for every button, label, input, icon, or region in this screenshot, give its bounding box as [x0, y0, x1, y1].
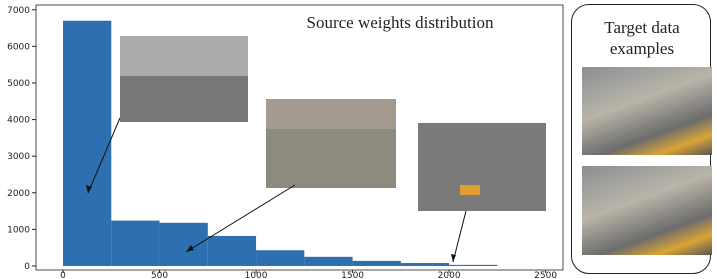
annotation: Source weights distribution — [307, 13, 494, 32]
y-tick-label: 5000 — [7, 79, 30, 89]
x-tick-label: 1500 — [341, 271, 364, 279]
photo-detail — [460, 185, 480, 195]
x-tick-label: 2000 — [438, 271, 461, 279]
y-tick-label: 0 — [24, 262, 30, 272]
bar — [256, 250, 304, 266]
x-tick-label: 2500 — [534, 271, 557, 279]
page: Source weights distribution 0 1000 2000 300… — [0, 0, 717, 279]
bar — [401, 263, 449, 266]
y-tick-label: 3000 — [7, 152, 30, 162]
x-tick-label: 500 — [151, 271, 168, 279]
arrow-head — [451, 254, 456, 262]
photo-sky — [120, 36, 248, 76]
bar — [353, 261, 401, 266]
bar — [304, 257, 352, 266]
y-tick-label: 2000 — [7, 189, 30, 199]
photo — [582, 166, 712, 255]
arrow — [453, 211, 466, 262]
y-tick-label: 6000 — [7, 42, 30, 52]
photo — [418, 123, 546, 211]
y-tick-label: 4000 — [7, 116, 30, 126]
bar — [449, 265, 497, 266]
x-tick-label: 0 — [60, 271, 66, 279]
bar — [111, 221, 159, 266]
x-tick-label: 1000 — [245, 271, 268, 279]
y-tick-label: 7000 — [7, 6, 30, 16]
y-tick-label: 1000 — [7, 225, 30, 235]
panel-title: Target data examples — [572, 17, 712, 59]
photo — [582, 67, 712, 155]
bar — [208, 236, 256, 266]
bar — [63, 21, 111, 266]
photo-sky — [266, 99, 396, 129]
bar — [160, 223, 208, 266]
